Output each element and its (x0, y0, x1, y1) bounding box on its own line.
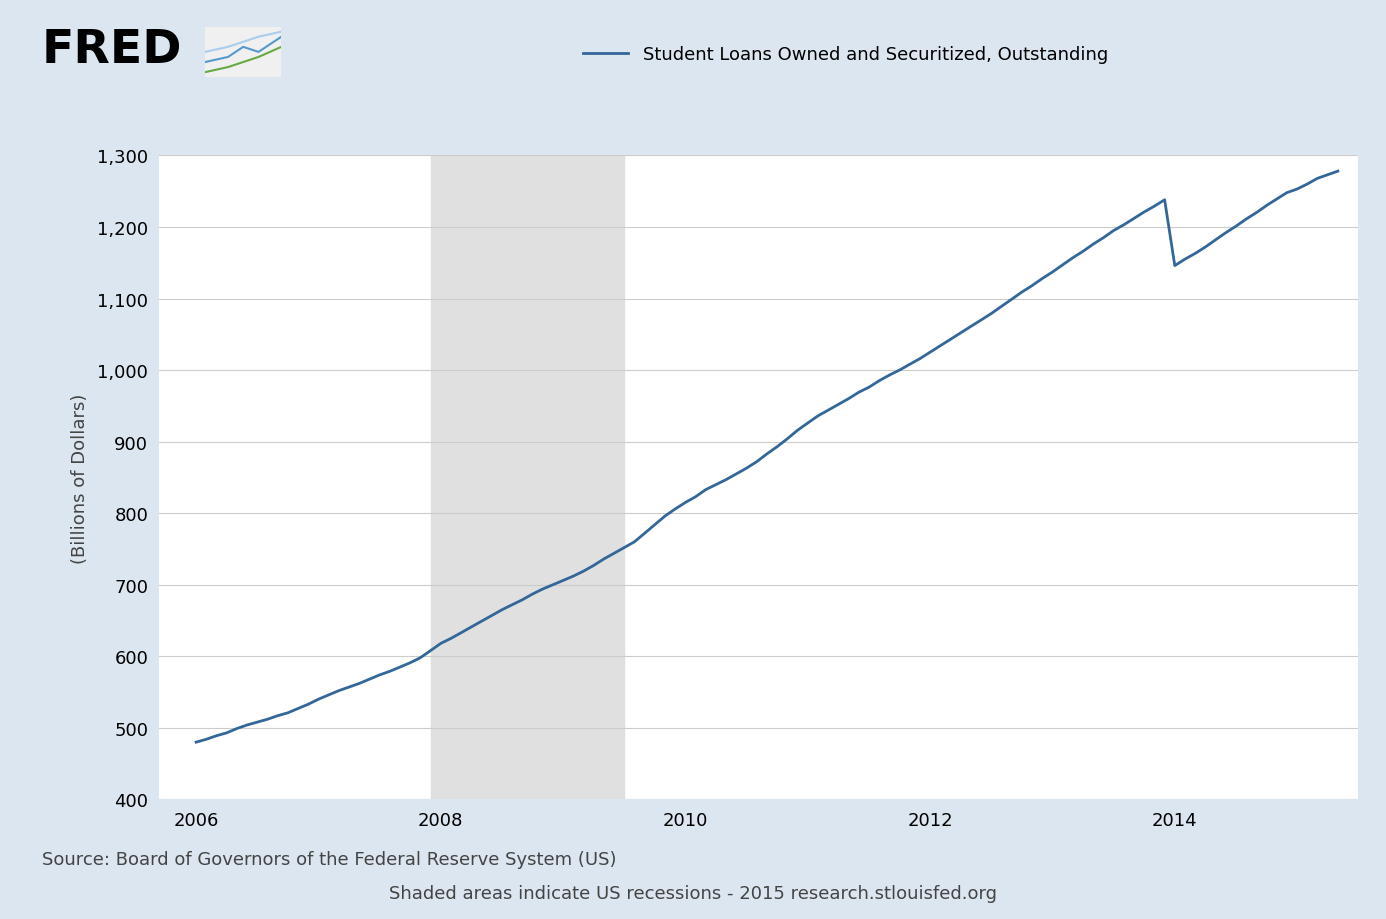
Text: Shaded areas indicate US recessions - 2015 research.stlouisfed.org: Shaded areas indicate US recessions - 20… (389, 884, 997, 902)
Legend: Student Loans Owned and Securitized, Outstanding: Student Loans Owned and Securitized, Out… (575, 39, 1116, 72)
Bar (431, 156, 624, 800)
Text: Source: Board of Governors of the Federal Reserve System (US): Source: Board of Governors of the Federa… (42, 850, 617, 868)
Y-axis label: (Billions of Dollars): (Billions of Dollars) (71, 392, 89, 563)
Text: FRED: FRED (42, 28, 182, 73)
